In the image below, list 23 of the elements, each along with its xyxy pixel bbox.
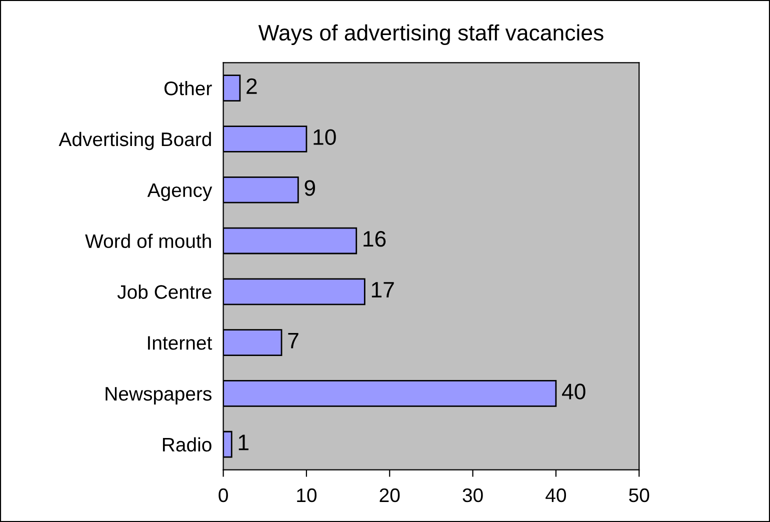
data-label: 40 — [562, 384, 586, 400]
data-label: 9 — [304, 180, 316, 196]
x-tick-label: 0 — [218, 488, 228, 502]
data-label: 7 — [288, 333, 298, 348]
data-label: 2 — [246, 78, 257, 94]
x-tick-label: 50 — [629, 488, 650, 502]
y-tick-label: Radio — [162, 437, 212, 452]
y-tick-label: Word of mouth — [85, 234, 211, 248]
x-tick-label: 10 — [297, 488, 317, 502]
data-label: 1 — [238, 434, 248, 450]
x-tick-label: 20 — [380, 488, 400, 502]
y-tick-label: Advertising Board — [58, 132, 211, 150]
y-tick-label: Internet — [148, 336, 212, 350]
x-tick-label: 30 — [462, 488, 483, 502]
data-label: 10 — [314, 129, 336, 145]
y-tick-label: Agency — [147, 184, 212, 201]
data-label: 16 — [364, 231, 386, 247]
y-tick-label: Newspapers — [106, 387, 212, 405]
data-label: 17 — [372, 282, 394, 298]
y-tick-label: Job Centre — [117, 284, 212, 299]
y-tick-label: Other — [164, 81, 212, 96]
x-tick-label: 40 — [546, 488, 566, 502]
chart-title: Ways of advertising staff vacancies — [258, 24, 604, 46]
